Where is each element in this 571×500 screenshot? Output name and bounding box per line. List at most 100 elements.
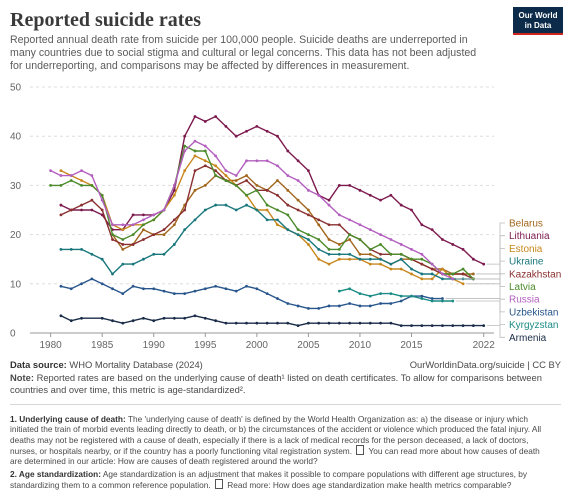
data-point xyxy=(461,267,465,271)
data-point xyxy=(358,292,362,296)
data-point xyxy=(162,208,166,212)
data-point xyxy=(482,324,486,328)
series-uzbekistan xyxy=(59,277,444,310)
data-point xyxy=(142,223,145,227)
data-point xyxy=(69,319,73,323)
data-point xyxy=(121,223,125,227)
data-point xyxy=(420,252,424,256)
data-point xyxy=(111,238,114,241)
data-point xyxy=(100,198,104,202)
legend-connector xyxy=(455,300,505,325)
data-point xyxy=(131,284,135,288)
data-point xyxy=(59,213,63,217)
data-point xyxy=(193,115,197,118)
data-point xyxy=(69,208,73,212)
legend-label-kazakhstan: Kazakhstan xyxy=(509,269,561,280)
data-point xyxy=(276,193,279,197)
data-point xyxy=(368,247,372,251)
series-kyrgyzstan xyxy=(337,287,455,303)
data-point xyxy=(471,257,475,261)
data-point xyxy=(379,302,382,305)
data-point xyxy=(142,213,145,217)
data-point xyxy=(276,218,279,222)
data-point xyxy=(461,247,465,251)
data-point xyxy=(276,134,279,138)
data-point xyxy=(100,316,104,320)
data-point xyxy=(255,124,259,128)
series-line xyxy=(50,145,474,280)
data-point xyxy=(111,233,114,237)
data-point xyxy=(49,169,53,173)
legend-label-ukraine: Ukraine xyxy=(509,257,544,268)
data-point xyxy=(59,169,63,173)
series-latvia xyxy=(49,144,475,281)
data-point xyxy=(203,149,207,153)
data-point xyxy=(255,188,259,192)
data-point xyxy=(276,223,279,227)
data-point xyxy=(214,319,218,323)
data-point xyxy=(214,284,218,288)
source-link[interactable]: WHO Mortality Database (2024) xyxy=(69,359,203,370)
data-point xyxy=(265,321,269,325)
legend-connector xyxy=(455,278,505,300)
data-point xyxy=(131,213,135,217)
data-point xyxy=(234,174,238,177)
data-point xyxy=(317,257,321,261)
data-point xyxy=(245,179,248,182)
data-point xyxy=(368,262,372,266)
data-point xyxy=(255,159,259,163)
data-point xyxy=(162,233,166,237)
data-point xyxy=(368,252,372,256)
data-point xyxy=(441,324,444,328)
data-point xyxy=(358,257,362,261)
data-point xyxy=(379,198,382,202)
data-point xyxy=(430,228,434,232)
data-point xyxy=(317,247,321,251)
data-point xyxy=(265,129,269,133)
data-point xyxy=(245,203,248,207)
document-icon xyxy=(214,479,223,490)
data-point xyxy=(307,233,310,237)
data-point xyxy=(327,203,331,207)
data-point xyxy=(389,267,393,271)
line-chart: 0 10 20 30 40 50 1980 1985 1990 1995 2000 2005 2010 2… xyxy=(10,83,561,352)
site-link[interactable]: OurWorldinData.org/suicide | CC BY xyxy=(409,359,561,370)
data-point xyxy=(296,198,300,202)
data-point xyxy=(224,321,228,325)
data-point xyxy=(286,203,290,207)
data-point xyxy=(142,257,145,261)
legend-label-uzbekistan: Uzbekistan xyxy=(509,307,558,318)
data-point xyxy=(234,289,238,293)
data-point xyxy=(183,144,187,148)
y-tick-label: 50 xyxy=(10,83,22,94)
legend-connector xyxy=(486,325,505,338)
owid-logo[interactable]: Our World in Data xyxy=(513,7,563,35)
data-point xyxy=(100,213,104,217)
data-point xyxy=(451,299,455,303)
footnote-1-link[interactable]: You can read more about how causes of de… xyxy=(10,445,540,467)
footnote-2-link[interactable]: Read more: How does age standardization … xyxy=(227,480,512,491)
data-point xyxy=(183,316,187,320)
data-point xyxy=(193,218,197,222)
data-point xyxy=(337,247,341,251)
data-point xyxy=(90,184,94,187)
data-point xyxy=(142,228,145,232)
data-point xyxy=(358,304,362,308)
data-point xyxy=(121,292,125,296)
data-point xyxy=(379,233,382,237)
data-point xyxy=(410,267,413,271)
data-point xyxy=(111,287,114,291)
data-point xyxy=(307,208,310,212)
data-point xyxy=(234,184,238,187)
data-point xyxy=(49,184,53,187)
data-point xyxy=(265,159,269,163)
data-point xyxy=(389,252,393,256)
data-point xyxy=(203,159,207,163)
data-point xyxy=(348,233,352,237)
data-point xyxy=(234,208,238,212)
data-point xyxy=(410,257,413,261)
note-text: Reported rates are based on the underlyi… xyxy=(10,372,542,395)
x-tick-label: 2015 xyxy=(400,340,423,351)
data-point xyxy=(245,284,248,288)
data-point xyxy=(245,193,248,197)
